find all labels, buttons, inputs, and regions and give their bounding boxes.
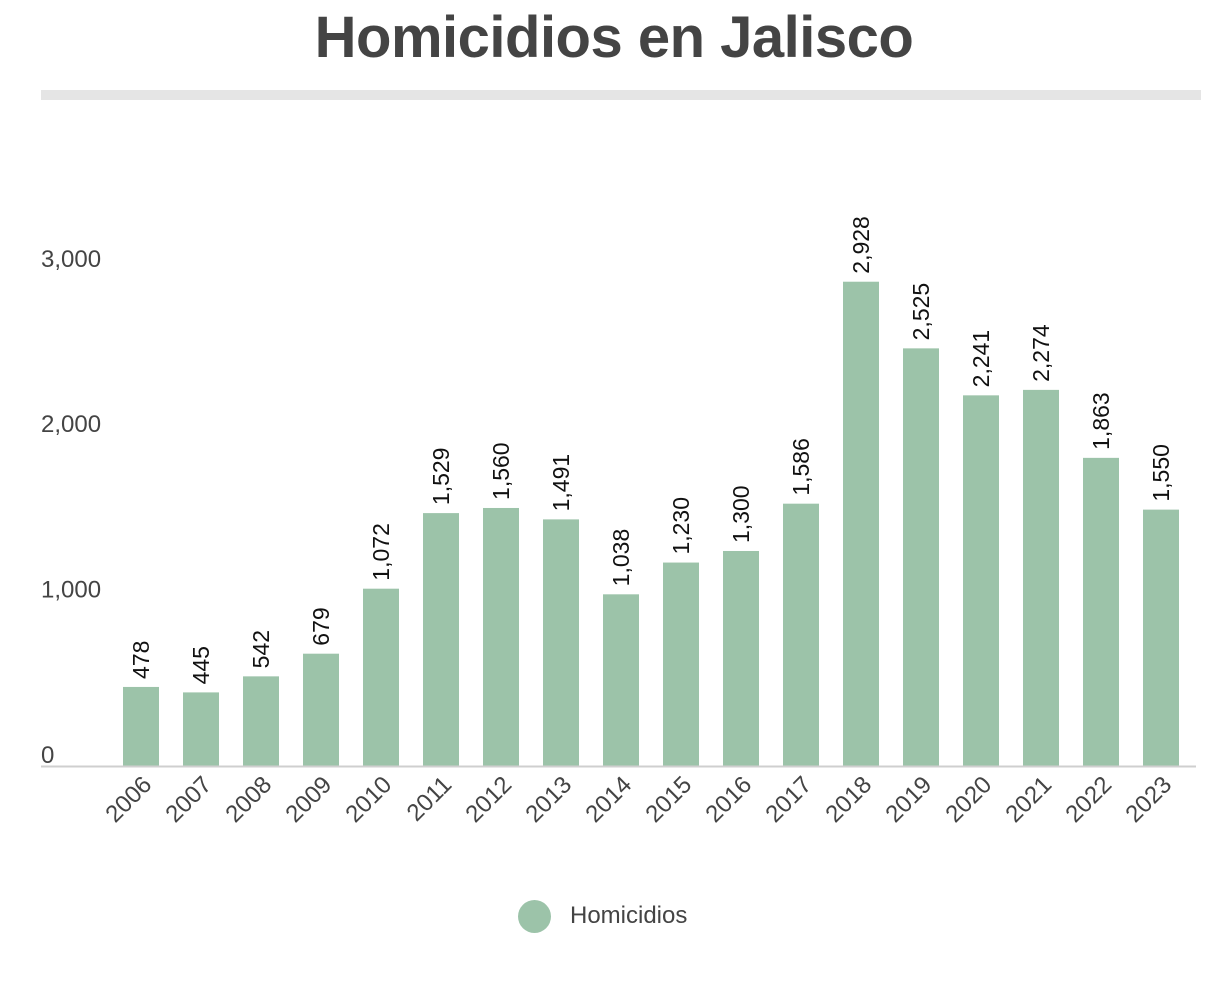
value-label: 1,491 (548, 454, 574, 512)
title-divider (41, 90, 1201, 100)
bar (963, 395, 999, 766)
value-label: 1,560 (488, 442, 514, 500)
value-label: 1,550 (1148, 444, 1174, 502)
y-tick-label: 3,000 (41, 246, 101, 273)
bar (123, 686, 159, 766)
bar (543, 519, 579, 766)
x-tick-label: 2011 (402, 771, 458, 827)
bar (243, 676, 279, 766)
bar (603, 594, 639, 766)
bar (723, 550, 759, 766)
x-tick-label: 2009 (280, 771, 337, 828)
x-tick-label: 2021 (1000, 771, 1057, 828)
x-tick-label: 2016 (700, 771, 757, 828)
y-tick-label: 2,000 (41, 411, 101, 438)
x-tick-label: 2014 (580, 771, 637, 828)
value-label: 1,038 (608, 529, 634, 587)
x-tick-label: 2012 (460, 771, 517, 828)
x-tick-label: 2017 (760, 771, 817, 828)
bar (483, 507, 519, 766)
bar (1083, 457, 1119, 766)
value-label: 478 (128, 641, 154, 679)
value-label: 445 (188, 646, 214, 684)
bar (663, 562, 699, 766)
bar (303, 653, 339, 766)
value-label: 2,928 (848, 216, 874, 274)
y-tick-label: 0 (41, 742, 54, 769)
x-tick-label: 2007 (160, 771, 217, 828)
bar (363, 588, 399, 766)
value-label: 542 (248, 630, 274, 668)
bar (183, 692, 219, 766)
value-label: 1,529 (428, 448, 454, 506)
chart-title: Homicidios en Jalisco (314, 5, 914, 70)
legend-swatch (518, 899, 551, 933)
value-label: 1,300 (728, 485, 754, 543)
value-label: 1,863 (1088, 392, 1114, 450)
x-tick-label: 2013 (520, 771, 577, 828)
x-tick-label: 2008 (220, 771, 277, 828)
value-label: 2,274 (1028, 324, 1054, 382)
bar (1143, 509, 1179, 766)
x-tick-label: 2019 (880, 771, 937, 828)
x-tick-label: 2010 (340, 771, 397, 828)
legend[interactable]: Homicidios (518, 899, 687, 933)
x-tick-label: 2018 (820, 771, 877, 828)
bar (903, 348, 939, 766)
bar (1023, 389, 1059, 766)
x-tick-label: 2015 (640, 771, 697, 828)
bar (423, 513, 459, 766)
y-tick-label: 1,000 (41, 577, 101, 604)
x-tick-label: 2023 (1120, 771, 1177, 828)
x-tick-label: 2022 (1060, 771, 1117, 828)
value-label: 1,586 (788, 438, 814, 496)
bar (843, 281, 879, 766)
x-tick-label: 2006 (100, 771, 157, 828)
value-label: 2,525 (908, 283, 934, 341)
value-label: 1,072 (368, 523, 394, 581)
value-label: 1,230 (668, 497, 694, 555)
bar (783, 503, 819, 766)
x-tick-label: 2020 (940, 771, 997, 828)
value-label: 679 (308, 607, 334, 645)
value-label: 2,241 (968, 330, 994, 388)
legend-label: Homicidios (570, 902, 688, 929)
